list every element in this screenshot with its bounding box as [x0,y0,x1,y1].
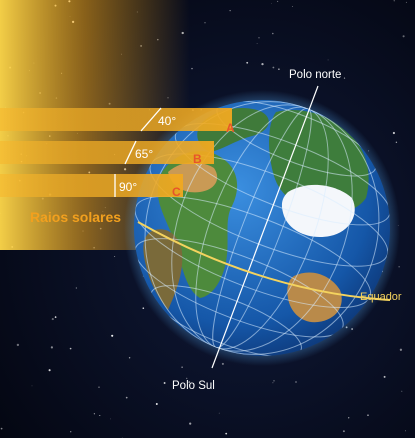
star [50,346,54,349]
star [398,266,400,268]
star [367,414,369,416]
equator-line [137,221,391,301]
star [258,37,260,39]
star [401,390,403,392]
sun-rays: 40° 65° 90° [0,107,232,197]
ray-65 [0,141,214,164]
star [272,32,274,35]
star [99,414,101,417]
star [402,35,405,38]
star [181,366,183,368]
star [48,369,51,372]
angle-label-40: 40° [158,114,176,128]
ray-40 [0,108,232,131]
star [191,67,193,70]
star [69,347,72,350]
ray-90 [0,174,183,197]
sun-rays-label: Raios solares [30,209,121,225]
star [395,141,398,143]
star [343,77,346,79]
star [273,380,275,382]
parallel-line [150,285,302,356]
equator-label: Equador [360,291,402,303]
star [342,430,345,433]
star [291,5,293,7]
surface-points: A B C [172,121,235,199]
star [51,318,54,321]
star [218,412,220,414]
star [186,377,188,380]
star [189,422,192,425]
parallel-line [134,195,372,309]
star [404,430,407,432]
star [70,431,72,433]
point-label-a: A [226,121,235,135]
star [348,417,350,419]
star [163,382,166,384]
star [399,348,403,351]
star [0,427,3,430]
earth-axis [211,85,319,369]
star [272,66,275,69]
star [271,3,272,4]
star [221,362,224,365]
angle-mark-65 [124,140,137,165]
star [54,316,57,318]
angle-label-90: 90° [119,180,137,194]
star [93,413,96,415]
star [142,307,145,310]
star [204,22,206,24]
point-label-c: C [172,185,181,199]
star [327,59,329,61]
star [277,0,279,2]
star [31,385,33,387]
star [111,334,114,337]
north-pole-label: Polo norte [289,69,341,81]
angle-label-65: 65° [135,147,153,161]
parallel-line [174,123,390,226]
star [16,343,20,347]
star [272,382,274,384]
star [225,432,228,435]
star [393,0,395,2]
star [155,403,158,405]
star [128,357,131,359]
star [261,62,264,66]
star [383,375,386,378]
point-label-b: B [193,152,202,166]
star [125,396,128,399]
star [392,131,395,135]
star [295,381,297,383]
star [110,418,112,420]
star [303,69,305,71]
star [256,43,258,44]
star [98,386,100,388]
angle-mark-40 [140,107,162,132]
star [188,381,191,383]
star [405,1,407,3]
star [278,68,280,70]
star [229,10,231,12]
star [75,287,77,289]
star [246,61,249,64]
star [114,255,116,257]
south-pole-label: Polo Sul [172,380,215,392]
